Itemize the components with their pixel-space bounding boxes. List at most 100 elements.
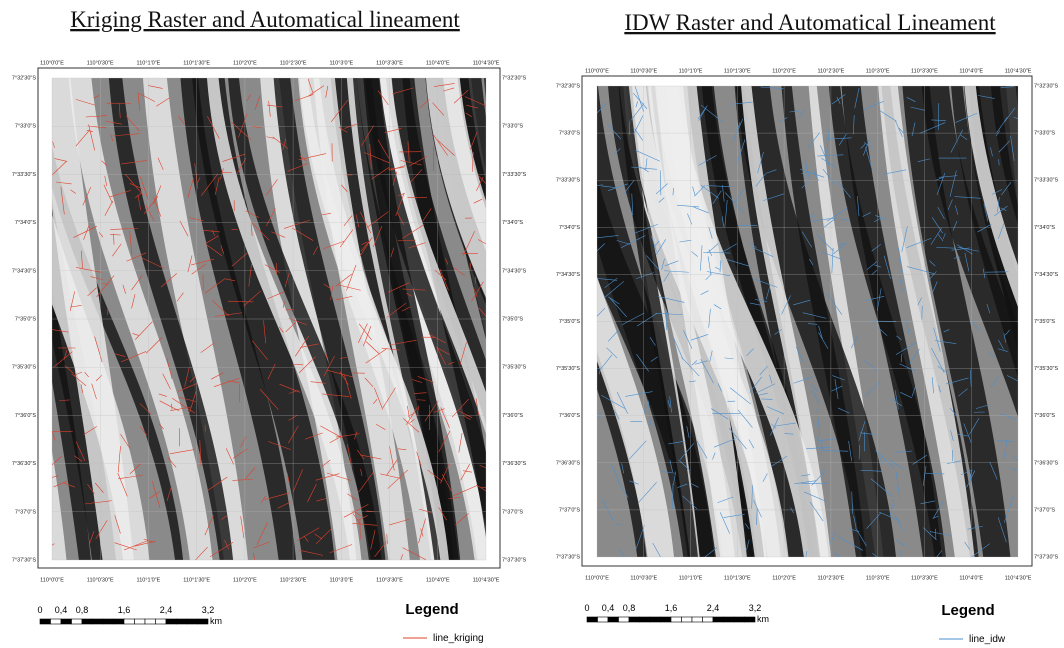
scale-segment (103, 619, 114, 624)
lon-label: 110°2'30"E (280, 577, 307, 583)
lon-label: 110°1'0"E (137, 60, 161, 66)
scale-segment (82, 619, 93, 624)
scale-segment (682, 617, 693, 622)
lon-label: 110°0'30"E (87, 60, 114, 66)
panel-title: IDW Raster and Automatical Lineament (624, 10, 996, 35)
lon-label: 110°3'30"E (376, 60, 403, 66)
lat-label: 7°34'30"S (1034, 272, 1058, 278)
scale-label: 0,4 (602, 603, 615, 613)
lat-label: 7°36'0"S (559, 413, 580, 419)
lat-label: 7°35'30"S (502, 365, 526, 371)
lon-label: 110°3'30"E (376, 577, 403, 583)
scale-label: 0 (37, 605, 42, 615)
scale-segment (93, 619, 104, 624)
raster (517, 86, 1064, 569)
scale-segment (61, 619, 72, 624)
lat-label: 7°37'0"S (1034, 507, 1055, 513)
scale-segment (619, 617, 630, 622)
lon-label: 110°0'30"E (630, 575, 657, 581)
scale-segment (650, 617, 661, 622)
lat-label: 7°36'30"S (12, 461, 36, 467)
lat-label: 7°34'0"S (1034, 225, 1055, 231)
scale-label: 0,8 (76, 605, 89, 615)
lon-label: 110°1'30"E (724, 575, 751, 581)
scale-segment (734, 617, 745, 622)
lon-label: 110°2'0"E (233, 577, 257, 583)
lon-label: 110°4'30"E (473, 577, 500, 583)
scale-segment (745, 617, 756, 622)
lat-label: 7°33'0"S (502, 124, 523, 130)
lat-label: 7°35'30"S (12, 365, 36, 371)
lon-label: 110°2'0"E (772, 575, 796, 581)
scale-segment (187, 619, 198, 624)
scale-label: 2,4 (707, 603, 720, 613)
lon-label: 110°1'0"E (679, 575, 703, 581)
scale-segment (629, 617, 640, 622)
lon-label: 110°4'30"E (473, 60, 500, 66)
scale-segment (114, 619, 125, 624)
scale-label: 0,4 (55, 605, 68, 615)
lat-label: 7°35'30"S (1034, 366, 1058, 372)
lon-label: 110°0'0"E (585, 575, 609, 581)
scale-segment (51, 619, 62, 624)
lat-label: 7°36'0"S (15, 413, 36, 419)
scale-segment (40, 619, 51, 624)
lat-label: 7°34'0"S (559, 225, 580, 231)
scale-unit: km (210, 616, 222, 626)
lon-label: 110°0'0"E (585, 68, 609, 74)
lat-label: 7°37'0"S (502, 509, 523, 515)
lat-label: 7°37'0"S (15, 509, 36, 515)
lat-label: 7°35'0"S (559, 319, 580, 325)
scale-label: 0,8 (623, 603, 636, 613)
lat-label: 7°37'30"S (1034, 554, 1058, 560)
scale-segment (145, 619, 156, 624)
legend-title: Legend (941, 602, 994, 619)
lat-label: 7°33'30"S (12, 172, 36, 178)
scale-segment (692, 617, 703, 622)
lon-label: 110°1'30"E (724, 68, 751, 74)
lat-label: 7°32'30"S (502, 75, 526, 81)
scale-label: 3,2 (749, 603, 762, 613)
scale-segment (587, 617, 598, 622)
scale-segment (72, 619, 83, 624)
lat-label: 7°33'30"S (502, 172, 526, 178)
scale-segment (661, 617, 672, 622)
lat-label: 7°37'0"S (559, 507, 580, 513)
lat-label: 7°32'30"S (556, 83, 580, 89)
scale-segment (671, 617, 682, 622)
lon-label: 110°1'0"E (679, 68, 703, 74)
lon-label: 110°1'30"E (183, 577, 210, 583)
lon-label: 110°3'0"E (866, 575, 890, 581)
scale-segment (166, 619, 177, 624)
lon-label: 110°2'0"E (233, 60, 257, 66)
lat-label: 7°37'30"S (556, 554, 580, 560)
legend-title: Legend (405, 601, 458, 618)
lon-label: 110°2'30"E (817, 68, 844, 74)
lon-label: 110°4'0"E (426, 577, 450, 583)
lon-label: 110°4'0"E (426, 60, 450, 66)
lon-label: 110°0'0"E (40, 577, 64, 583)
legend-label: line_idw (969, 634, 1006, 645)
lon-label: 110°1'0"E (137, 577, 161, 583)
lon-label: 110°2'30"E (817, 575, 844, 581)
lat-label: 7°36'30"S (502, 461, 526, 467)
lon-label: 110°0'0"E (40, 60, 64, 66)
lat-label: 7°37'30"S (502, 557, 526, 563)
lat-label: 7°33'0"S (15, 124, 36, 130)
scale-segment (608, 617, 619, 622)
scale-label: 2,4 (160, 605, 173, 615)
raster (0, 78, 606, 572)
lat-label: 7°33'0"S (1034, 131, 1055, 137)
lat-label: 7°32'30"S (12, 75, 36, 81)
lon-label: 110°1'30"E (183, 60, 210, 66)
lon-label: 110°0'30"E (630, 68, 657, 74)
scale-unit: km (757, 614, 769, 624)
scale-segment (713, 617, 724, 622)
lat-label: 7°35'0"S (1034, 319, 1055, 325)
legend-label: line_kriging (433, 633, 484, 644)
lat-label: 7°33'30"S (556, 178, 580, 184)
lon-label: 110°3'30"E (911, 575, 938, 581)
lat-label: 7°34'30"S (12, 268, 36, 274)
lat-label: 7°34'30"S (502, 268, 526, 274)
lon-label: 110°2'0"E (772, 68, 796, 74)
